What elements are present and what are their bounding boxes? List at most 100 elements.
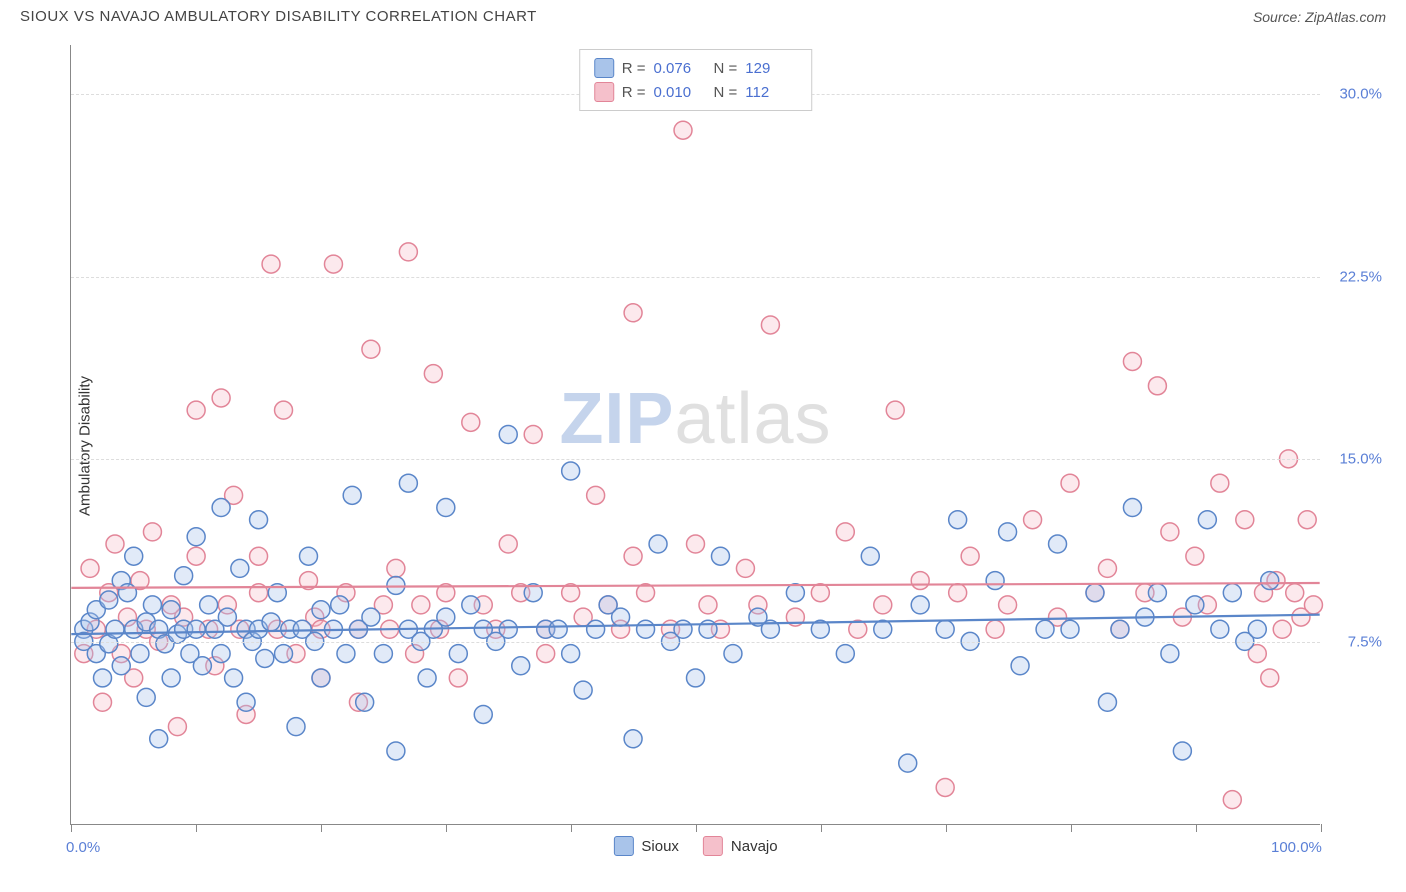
navajo-point xyxy=(1211,474,1229,492)
swatch-sioux xyxy=(613,836,633,856)
navajo-point xyxy=(949,584,967,602)
sioux-point xyxy=(437,608,455,626)
correlation-legend: R = 0.076 N = 129 R = 0.010 N = 112 xyxy=(579,49,813,111)
gridline xyxy=(71,459,1320,460)
gridline xyxy=(71,642,1320,643)
sioux-point xyxy=(1111,620,1129,638)
navajo-point xyxy=(387,559,405,577)
sioux-point xyxy=(437,499,455,517)
y-tick-label: 30.0% xyxy=(1339,85,1382,102)
sioux-point xyxy=(1049,535,1067,553)
navajo-n-value: 112 xyxy=(745,84,797,101)
source-label: Source: ZipAtlas.com xyxy=(1253,9,1386,25)
navajo-label: Navajo xyxy=(731,838,778,855)
sioux-point xyxy=(418,669,436,687)
sioux-point xyxy=(118,584,136,602)
navajo-point xyxy=(886,401,904,419)
sioux-point xyxy=(137,688,155,706)
sioux-point xyxy=(312,601,330,619)
legend-item-sioux: Sioux xyxy=(613,836,679,856)
sioux-point xyxy=(1098,693,1116,711)
series-legend: Sioux Navajo xyxy=(613,836,777,856)
navajo-point xyxy=(462,413,480,431)
sioux-point xyxy=(175,567,193,585)
navajo-point xyxy=(212,389,230,407)
x-tick xyxy=(821,824,822,832)
sioux-point xyxy=(499,426,517,444)
sioux-point xyxy=(187,528,205,546)
navajo-point xyxy=(674,121,692,139)
navajo-point xyxy=(143,523,161,541)
swatch-navajo xyxy=(594,82,614,102)
sioux-point xyxy=(212,645,230,663)
sioux-point xyxy=(499,620,517,638)
sioux-point xyxy=(200,596,218,614)
chart-container: Ambulatory Disability ZIPatlas R = 0.076… xyxy=(20,40,1386,852)
sioux-point xyxy=(836,645,854,663)
sioux-point xyxy=(911,596,929,614)
sioux-point xyxy=(356,693,374,711)
x-tick xyxy=(696,824,697,832)
x-tick xyxy=(446,824,447,832)
navajo-point xyxy=(424,365,442,383)
navajo-point xyxy=(624,547,642,565)
navajo-point xyxy=(961,547,979,565)
navajo-point xyxy=(449,669,467,687)
navajo-point xyxy=(187,547,205,565)
sioux-point xyxy=(212,499,230,517)
sioux-point xyxy=(999,523,1017,541)
r-label: R = xyxy=(622,84,646,101)
sioux-point xyxy=(899,754,917,772)
sioux-point xyxy=(100,591,118,609)
navajo-point xyxy=(106,535,124,553)
sioux-point xyxy=(387,576,405,594)
sioux-point xyxy=(387,742,405,760)
sioux-point xyxy=(231,559,249,577)
sioux-point xyxy=(1011,657,1029,675)
navajo-point xyxy=(761,316,779,334)
sioux-point xyxy=(162,601,180,619)
sioux-point xyxy=(936,620,954,638)
navajo-point xyxy=(324,255,342,273)
sioux-n-value: 129 xyxy=(745,60,797,77)
sioux-point xyxy=(624,730,642,748)
legend-row-sioux: R = 0.076 N = 129 xyxy=(594,56,798,80)
navajo-point xyxy=(811,584,829,602)
navajo-point xyxy=(1286,584,1304,602)
sioux-point xyxy=(587,620,605,638)
x-tick-label: 100.0% xyxy=(1271,839,1322,856)
sioux-point xyxy=(237,693,255,711)
navajo-point xyxy=(1061,474,1079,492)
sioux-point xyxy=(399,474,417,492)
navajo-point xyxy=(399,243,417,261)
x-tick xyxy=(571,824,572,832)
sioux-point xyxy=(374,645,392,663)
sioux-point xyxy=(150,730,168,748)
sioux-point xyxy=(574,681,592,699)
x-tick xyxy=(321,824,322,832)
sioux-r-value: 0.076 xyxy=(654,60,706,77)
r-label: R = xyxy=(622,60,646,77)
sioux-point xyxy=(861,547,879,565)
sioux-point xyxy=(474,705,492,723)
sioux-point xyxy=(462,596,480,614)
navajo-point xyxy=(699,596,717,614)
x-tick xyxy=(1321,824,1322,832)
sioux-point xyxy=(331,596,349,614)
navajo-point xyxy=(1098,559,1116,577)
sioux-point xyxy=(1036,620,1054,638)
navajo-point xyxy=(362,340,380,358)
navajo-point xyxy=(587,486,605,504)
sioux-point xyxy=(256,649,274,667)
sioux-point xyxy=(250,511,268,529)
x-tick-label: 0.0% xyxy=(66,839,100,856)
sioux-point xyxy=(637,620,655,638)
navajo-point xyxy=(1273,620,1291,638)
navajo-point xyxy=(537,645,555,663)
sioux-point xyxy=(986,572,1004,590)
sioux-point xyxy=(362,608,380,626)
sioux-point xyxy=(225,669,243,687)
sioux-point xyxy=(949,511,967,529)
navajo-point xyxy=(94,693,112,711)
sioux-point xyxy=(1123,499,1141,517)
